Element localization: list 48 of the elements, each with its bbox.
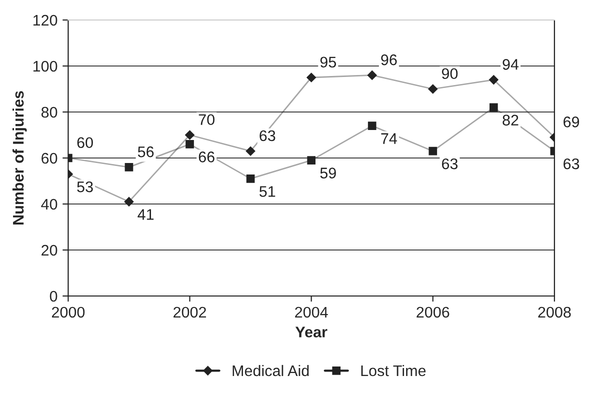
- data-label: 74: [381, 133, 397, 144]
- data-label: 70: [198, 114, 214, 126]
- y-tick-label: 60: [42, 152, 58, 164]
- data-label: 69: [564, 116, 580, 128]
- point: [428, 146, 438, 156]
- point: [307, 156, 316, 164]
- data-label: 60: [77, 137, 93, 148]
- y-tick-label: 40: [41, 198, 58, 210]
- x-tick-label: 2004: [295, 306, 328, 318]
- legend-label: Lost Time: [361, 364, 426, 376]
- point: [246, 146, 256, 156]
- data-label: 41: [138, 209, 154, 220]
- y-tick-label: 120: [33, 14, 58, 26]
- data-label: 82: [502, 114, 518, 126]
- y-tick-label: 20: [42, 244, 58, 256]
- point: [367, 70, 377, 80]
- data-label: 59: [320, 168, 336, 178]
- y-tick-label: 0: [50, 290, 58, 302]
- data-label: 63: [442, 158, 458, 170]
- point: [185, 130, 194, 140]
- data-label: 66: [198, 152, 214, 162]
- x-axis-title: Year: [295, 326, 328, 338]
- point: [368, 122, 376, 130]
- point: [306, 72, 316, 82]
- y-tick-label: 100: [33, 60, 58, 72]
- point: [428, 84, 438, 94]
- x-tick-label: 2008: [538, 306, 571, 318]
- x-tick-label: 2006: [416, 306, 450, 318]
- data-label: 90: [442, 68, 458, 80]
- point: [490, 103, 498, 112]
- data-label: 56: [138, 146, 154, 158]
- data-label: 53: [77, 181, 93, 192]
- legend-label: Medical Aid: [232, 364, 309, 376]
- data-label: 95: [320, 56, 336, 68]
- data-label: 51: [259, 186, 276, 197]
- x-tick-label: 2002: [174, 306, 206, 318]
- y-axis-title: Number of Injuries: [12, 91, 27, 224]
- data-label: 96: [381, 54, 397, 66]
- point: [186, 140, 194, 148]
- x-tick-label: 2000: [52, 306, 85, 318]
- data-label: 94: [502, 59, 519, 70]
- data-label: 63: [564, 158, 580, 170]
- point: [124, 197, 134, 206]
- point: [124, 163, 134, 172]
- y-tick-label: 80: [41, 106, 58, 118]
- point: [246, 174, 255, 183]
- point: [489, 75, 498, 84]
- data-label: 63: [260, 130, 276, 142]
